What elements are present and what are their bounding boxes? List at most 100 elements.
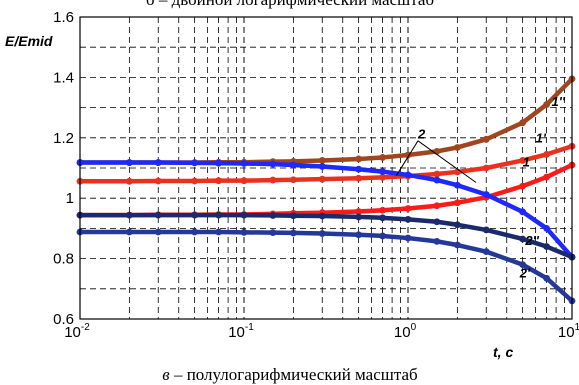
- series-line: [77, 76, 575, 165]
- data-point: [519, 182, 527, 190]
- x-tick-label: 10-2: [64, 322, 90, 341]
- data-point: [433, 147, 441, 155]
- data-point: [125, 177, 133, 185]
- data-point: [543, 101, 550, 108]
- caption-text: – полулогарифмический масштаб: [170, 365, 418, 384]
- curve-label: 2': [519, 265, 531, 280]
- data-point: [318, 175, 326, 183]
- data-point: [404, 234, 412, 242]
- data-point: [215, 228, 222, 236]
- bottom-caption: в – полулогарифмический масштаб: [162, 365, 417, 384]
- leader-line: [395, 140, 419, 176]
- data-point: [433, 218, 441, 226]
- data-point: [289, 176, 297, 184]
- data-point: [240, 228, 248, 236]
- y-tick-label: 0.6: [53, 311, 74, 328]
- data-point: [433, 237, 441, 245]
- data-point: [519, 208, 527, 216]
- data-point: [482, 248, 490, 256]
- data-point: [543, 151, 550, 158]
- data-point: [355, 213, 363, 221]
- data-point: [453, 181, 461, 189]
- data-point: [318, 157, 326, 164]
- data-point: [215, 211, 222, 219]
- data-point: [453, 221, 461, 229]
- x-tick-label: 10-1: [228, 322, 254, 341]
- data-point: [379, 206, 386, 214]
- series-3: [76, 159, 576, 261]
- data-point: [125, 228, 133, 236]
- data-point: [519, 261, 527, 269]
- y-tick-label: 1.4: [53, 69, 74, 86]
- data-point: [543, 243, 550, 250]
- data-point: [289, 212, 297, 220]
- data-point: [125, 159, 133, 166]
- data-point: [125, 211, 133, 219]
- data-point: [433, 176, 441, 184]
- x-tick-exponent: -1: [245, 322, 254, 333]
- data-point: [269, 229, 277, 237]
- data-point: [191, 228, 199, 236]
- series-0: [76, 75, 576, 166]
- data-point: [191, 159, 199, 167]
- data-point: [215, 177, 222, 185]
- data-point: [289, 161, 297, 169]
- plot-frame: [79, 16, 573, 320]
- x-tick-base: 10: [228, 324, 245, 341]
- y-tick-label: 0.8: [53, 251, 74, 268]
- series-4: [76, 211, 576, 261]
- data-point: [154, 211, 162, 219]
- data-point: [355, 174, 363, 182]
- data-point: [453, 199, 461, 207]
- y-axis-label: E/Emid: [5, 33, 53, 49]
- data-point: [318, 163, 326, 170]
- data-point: [379, 168, 386, 176]
- series-5: [76, 228, 576, 305]
- data-point: [215, 159, 222, 167]
- data-point: [482, 135, 490, 143]
- x-tick-exponent: 1: [575, 322, 579, 333]
- data-point: [379, 173, 386, 181]
- data-point: [240, 160, 248, 167]
- data-point: [482, 191, 490, 198]
- data-point: [240, 211, 248, 219]
- data-point: [191, 211, 199, 219]
- y-tick-label: 1: [66, 190, 74, 207]
- data-point: [269, 160, 277, 168]
- series-line: [77, 162, 575, 218]
- data-point: [453, 241, 461, 249]
- series-line: [77, 229, 575, 304]
- series-group: [76, 75, 576, 305]
- data-point: [543, 173, 550, 181]
- data-point: [543, 225, 550, 232]
- data-point: [269, 212, 277, 219]
- data-point: [519, 235, 527, 243]
- x-tick-exponent: 0: [411, 322, 417, 333]
- y-tick-label: 1.2: [53, 130, 74, 147]
- x-tick-base: 10: [64, 324, 81, 341]
- data-point: [355, 155, 363, 163]
- x-tick-base: 10: [558, 324, 575, 341]
- data-point: [519, 157, 527, 164]
- data-point: [543, 274, 550, 282]
- data-point: [404, 205, 412, 212]
- y-tick-labels: 0.6 0.8 1 1.2 1.4 1.6: [53, 9, 74, 328]
- data-point: [379, 154, 386, 161]
- data-point: [318, 212, 326, 220]
- data-point: [355, 208, 363, 215]
- series-line: [77, 144, 575, 184]
- data-point: [240, 177, 248, 185]
- x-tick-base: 10: [394, 324, 411, 341]
- x-tick-label: 101: [558, 322, 579, 341]
- leader-line: [417, 140, 477, 183]
- annotation-leaders: [395, 140, 477, 183]
- data-point: [433, 202, 441, 210]
- curve-label: 1: [523, 154, 530, 169]
- data-point: [318, 230, 326, 237]
- data-point: [519, 119, 527, 127]
- data-point: [191, 177, 199, 185]
- data-point: [154, 228, 162, 236]
- data-point: [379, 214, 386, 222]
- data-point: [355, 231, 363, 239]
- data-point: [482, 164, 490, 172]
